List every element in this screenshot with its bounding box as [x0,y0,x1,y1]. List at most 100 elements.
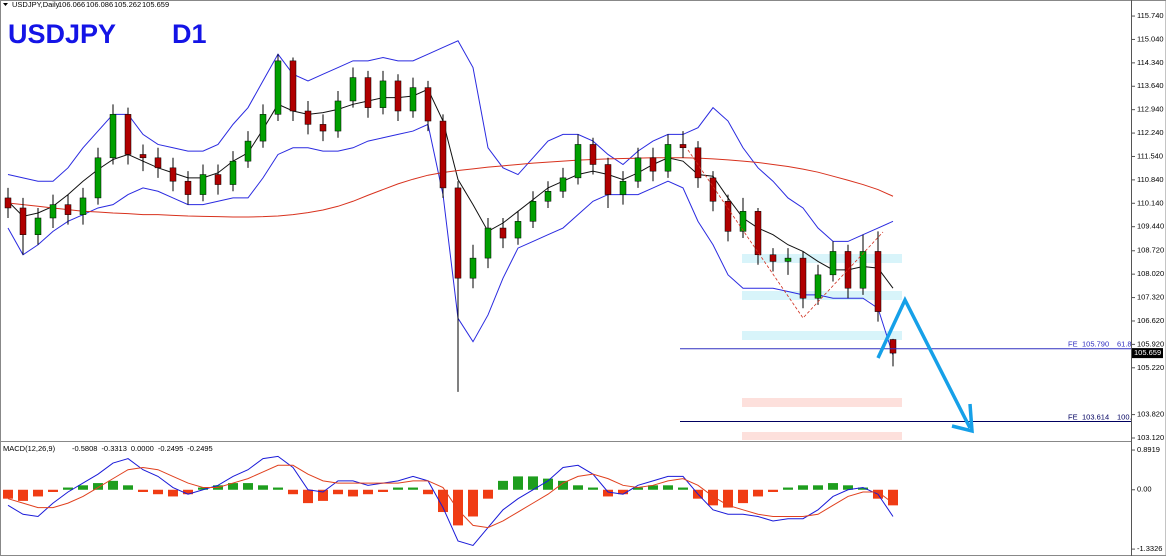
y-tick-label: 105.920 [1137,339,1164,348]
histogram-bar [738,489,748,504]
fe-price: 103.614 [1082,412,1109,421]
candle-body [664,144,672,172]
histogram-bar [723,489,733,508]
candle-body [379,80,387,108]
indicator-line [7,123,894,356]
histogram-bar [558,480,568,490]
zone [742,331,902,340]
y-tick-label: -1.3326 [1137,544,1162,553]
candle-body [34,217,42,235]
macd-plot [3,455,898,547]
histogram-bar [318,489,328,501]
y-tick-label: 112.940 [1137,105,1164,114]
histogram-bar [273,487,283,490]
candle-body [649,157,657,172]
histogram-bar [108,480,118,490]
candle-body [559,177,567,192]
histogram-bar [498,480,508,490]
candle-body [739,211,747,232]
menu-arrow[interactable] [3,3,8,6]
candle-body [364,77,372,108]
histogram-bar [423,489,433,495]
y-tick-label: 106.620 [1137,316,1164,325]
histogram-bar [48,489,58,492]
arrow-head [951,403,974,434]
candle-body [79,197,87,215]
histogram-bar [798,485,808,490]
histogram-bar [618,489,628,495]
candle-body [574,144,582,179]
candle-body [349,77,357,102]
candle-body [19,207,27,235]
y-tick-label: 110.840 [1137,175,1164,184]
candle-body [304,110,312,125]
histogram-bar [378,489,388,492]
indicator-line [7,157,894,218]
price-tag [1132,348,1163,359]
candle-body [334,100,342,132]
candle-body [184,180,192,195]
histogram-bar [468,489,478,517]
candle-body [784,257,792,262]
histogram-bar [708,489,718,506]
ohlc-high: 106.086 [86,0,113,9]
axis: 115.740 115.040 114.340 113.640 112.940 112.2… [1131,11,1164,553]
indicator-line [7,40,894,242]
candle-body [769,254,777,262]
histogram-bar [153,489,163,495]
macd-title: MACD(12,26,9) [3,444,56,453]
forecast-arrow [876,296,972,429]
candle-body [124,114,132,155]
histogram-bar [843,485,853,490]
candle-body [4,197,12,209]
candle-body [829,251,837,276]
candle-body [889,339,897,354]
histogram-bar [303,489,313,504]
histogram-bar [408,487,418,490]
histogram-bar [168,489,178,497]
candle-body [619,180,627,195]
histogram-bar [588,487,598,490]
ohlc-open: 106.066 [58,0,85,9]
y-tick-label: 103.120 [1137,433,1164,442]
histogram-bar [453,489,463,526]
macd-value: -0.2495 [158,444,183,453]
candle-body [319,124,327,132]
histogram-bar [93,483,103,490]
macd-value: -0.2495 [187,444,212,453]
candle-body [469,257,477,279]
histogram-bar [198,487,208,490]
histogram-bar [63,487,73,490]
histogram-bar [543,478,553,490]
y-tick-label: 115.040 [1137,34,1164,43]
candle-body [274,60,282,115]
candle-body [214,174,222,185]
fe-ratio: 61.8 [1117,340,1132,349]
candle-body [604,164,612,195]
y-tick-label: 114.340 [1137,58,1164,67]
histogram-bar [3,489,13,499]
y-tick-label: 0.00 [1137,485,1152,494]
histogram-bar [123,485,133,490]
y-tick-label: 109.440 [1137,222,1164,231]
fe-ratio: 100.0 [1117,412,1136,421]
candle-body [244,140,252,162]
macd-value: -0.3313 [101,444,126,453]
zone [742,432,902,440]
histogram-bar [573,485,583,490]
y-tick-label: 110.140 [1137,198,1164,207]
candle-body [394,80,402,112]
candle-body [49,204,57,219]
zone [742,254,902,263]
fe-name: FE [1068,340,1078,349]
candle-body [859,251,867,289]
macd-line [7,455,894,547]
price-tag-label: 105.659 [1134,348,1161,357]
histogram-bar [483,489,493,499]
candle-body [229,160,237,185]
y-tick-label: 105.220 [1137,363,1164,372]
candle-body [484,227,492,259]
candle-body [724,201,732,232]
histogram-bar [813,485,823,490]
